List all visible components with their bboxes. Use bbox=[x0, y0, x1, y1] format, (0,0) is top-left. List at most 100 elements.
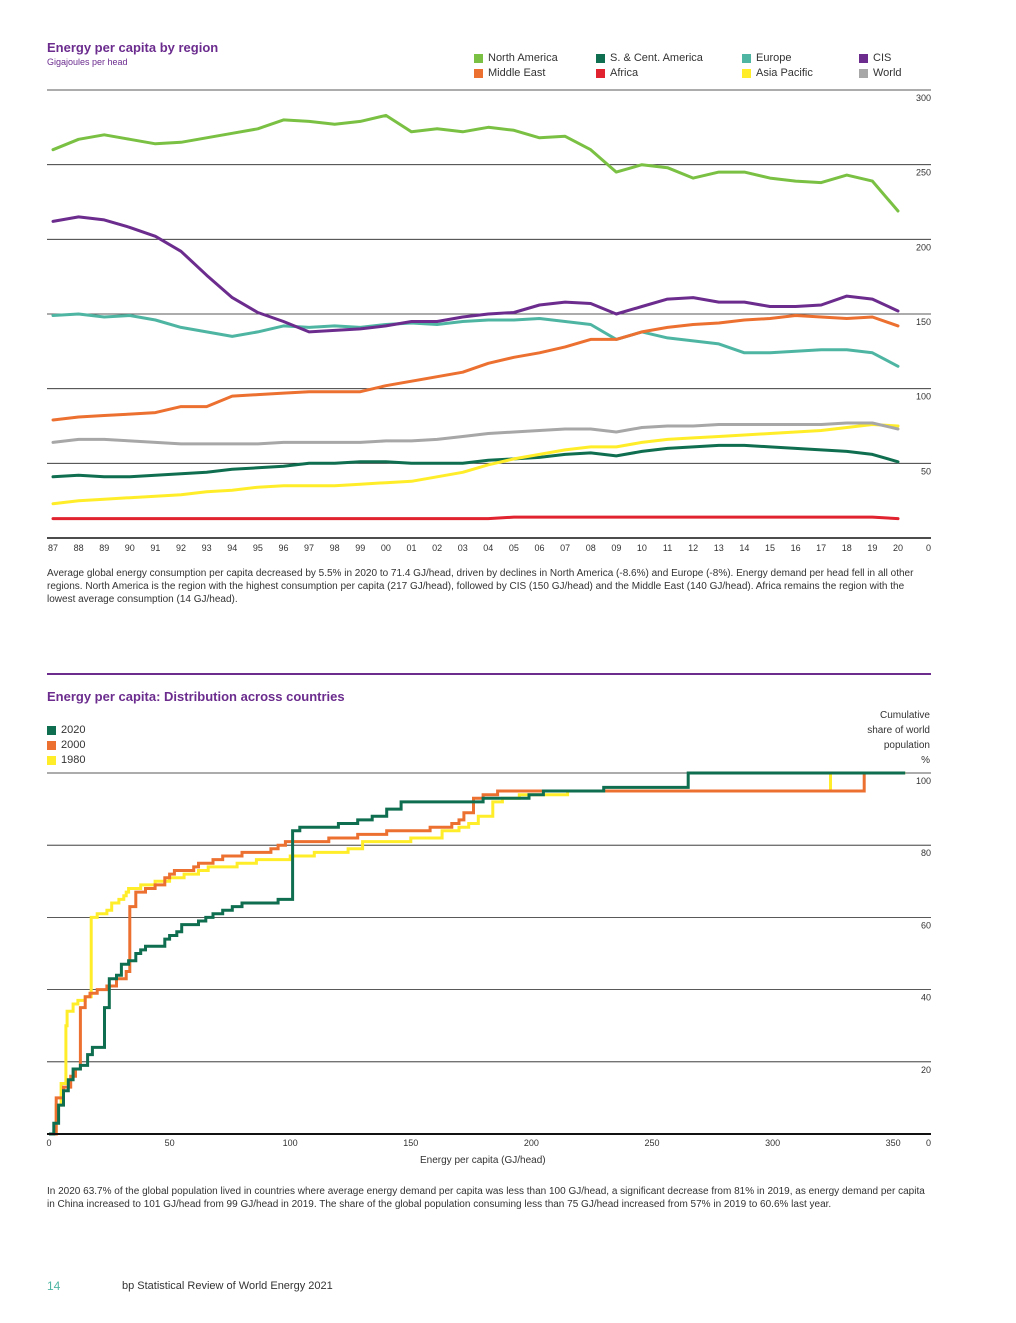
chart1-subtitle: Gigajoules per head bbox=[47, 57, 128, 67]
x-tick-label: 95 bbox=[253, 543, 263, 553]
legend-swatch bbox=[859, 53, 868, 63]
series-line-1980 bbox=[49, 771, 906, 1136]
legend-item-world: World bbox=[859, 67, 902, 79]
y-tick-label: 40 bbox=[921, 993, 931, 1003]
x-tick-label: 91 bbox=[150, 543, 160, 553]
legend-item-1980: 1980 bbox=[47, 754, 85, 766]
legend-swatch bbox=[474, 53, 483, 63]
series-line-2000 bbox=[49, 773, 866, 1136]
legend-item-s-cent-america: S. & Cent. America bbox=[596, 52, 703, 64]
series-line-north-america bbox=[51, 113, 900, 213]
y-tick-label: 250 bbox=[916, 168, 931, 178]
legend-swatch bbox=[47, 740, 56, 750]
x-tick-label: 96 bbox=[278, 543, 288, 553]
section-divider bbox=[47, 673, 931, 675]
y-tick-label: 20 bbox=[921, 1065, 931, 1075]
legend-swatch bbox=[742, 53, 751, 63]
x-tick-label: 20 bbox=[893, 543, 903, 553]
x-tick-label: 09 bbox=[611, 543, 621, 553]
chart2-xlabel: Energy per capita (GJ/head) bbox=[420, 1155, 546, 1166]
x-tick-label: 90 bbox=[125, 543, 135, 553]
x-tick-label: 18 bbox=[842, 543, 852, 553]
x-tick-label: 300 bbox=[765, 1138, 780, 1148]
x-tick-label: 350 bbox=[886, 1138, 901, 1148]
legend-item-cis: CIS bbox=[859, 52, 891, 64]
x-tick-label: 15 bbox=[765, 543, 775, 553]
page-number: 14 bbox=[47, 1279, 61, 1293]
x-tick-label: 02 bbox=[432, 543, 442, 553]
x-tick-label: 93 bbox=[202, 543, 212, 553]
x-tick-label: 05 bbox=[509, 543, 519, 553]
x-tick-label: 03 bbox=[458, 543, 468, 553]
x-tick-label: 00 bbox=[381, 543, 391, 553]
x-tick-label: 01 bbox=[406, 543, 416, 553]
x-tick-label: 150 bbox=[403, 1138, 418, 1148]
series-line-africa bbox=[51, 515, 900, 521]
y-tick-label: 50 bbox=[921, 466, 931, 476]
legend-swatch bbox=[742, 68, 751, 78]
series-line-world bbox=[51, 421, 900, 446]
x-tick-label: 92 bbox=[176, 543, 186, 553]
x-tick-label: 200 bbox=[524, 1138, 539, 1148]
y-tick-label: 100 bbox=[916, 776, 931, 786]
chart2-ylabel: Cumulative share of world population % bbox=[867, 710, 930, 766]
x-tick-label: 99 bbox=[355, 543, 365, 553]
x-tick-label: 87 bbox=[48, 543, 58, 553]
x-tick-label: 88 bbox=[74, 543, 84, 553]
x-tick-label: 97 bbox=[304, 543, 314, 553]
legend-swatch bbox=[47, 755, 56, 765]
x-tick-label: 16 bbox=[791, 543, 801, 553]
y-tick-label: 0 bbox=[926, 1138, 931, 1148]
x-tick-label: 19 bbox=[867, 543, 877, 553]
x-tick-label: 14 bbox=[739, 543, 749, 553]
series-line-2020 bbox=[49, 771, 906, 1136]
legend-item-2000: 2000 bbox=[47, 739, 85, 751]
x-tick-label: 11 bbox=[663, 543, 672, 553]
series-line-cis bbox=[51, 215, 900, 334]
series-line-europe bbox=[51, 312, 900, 368]
legend-item-africa: Africa bbox=[596, 67, 638, 79]
y-tick-label: 100 bbox=[916, 392, 931, 402]
legend-swatch bbox=[859, 68, 868, 78]
chart2-caption: In 2020 63.7% of the global population l… bbox=[47, 1186, 925, 1210]
x-tick-label: 08 bbox=[586, 543, 596, 553]
x-tick-label: 98 bbox=[330, 543, 340, 553]
chart2-plot: 20 40 60 80 100 0 0 50 100 150 200 250 300 350 bbox=[46, 771, 931, 1148]
x-tick-label: 250 bbox=[644, 1138, 659, 1148]
legend-item-asia-pacific: Asia Pacific bbox=[742, 67, 813, 79]
chart2-title: Energy per capita: Distribution across c… bbox=[47, 689, 345, 704]
x-tick-label: 17 bbox=[816, 543, 826, 553]
legend-item-north-america: North America bbox=[474, 52, 558, 64]
series-line-asia-pacific bbox=[51, 423, 900, 506]
y-tick-label: 0 bbox=[926, 543, 931, 553]
legend-swatch bbox=[596, 53, 605, 63]
series-line-middle-east bbox=[51, 314, 900, 422]
x-tick-label: 94 bbox=[227, 543, 237, 553]
x-tick-label: 04 bbox=[483, 543, 493, 553]
x-tick-label: 12 bbox=[688, 543, 698, 553]
legend-swatch bbox=[596, 68, 605, 78]
y-tick-label: 300 bbox=[916, 93, 931, 103]
x-tick-label: 07 bbox=[560, 543, 570, 553]
legend-item-middle-east: Middle East bbox=[474, 67, 545, 79]
x-tick-label: 13 bbox=[714, 543, 724, 553]
chart1-caption: Average global energy consumption per ca… bbox=[47, 568, 914, 605]
x-tick-label: 89 bbox=[99, 543, 109, 553]
x-tick-label: 50 bbox=[165, 1138, 175, 1148]
y-tick-label: 150 bbox=[916, 317, 931, 327]
x-tick-label: 100 bbox=[283, 1138, 298, 1148]
legend-swatch bbox=[47, 725, 56, 735]
x-tick-label: 10 bbox=[637, 543, 647, 553]
legend-swatch bbox=[474, 68, 483, 78]
y-tick-label: 60 bbox=[921, 920, 931, 930]
legend-item-europe: Europe bbox=[742, 52, 791, 64]
series-line-s-cent-america bbox=[51, 443, 900, 479]
chart1-title: Energy per capita by region bbox=[47, 40, 219, 55]
publication-title: bp Statistical Review of World Energy 20… bbox=[122, 1280, 333, 1292]
x-tick-label: 0 bbox=[46, 1138, 51, 1148]
legend-item-2020: 2020 bbox=[47, 724, 85, 736]
y-tick-label: 80 bbox=[921, 848, 931, 858]
y-tick-label: 200 bbox=[916, 242, 931, 252]
x-tick-label: 06 bbox=[535, 543, 545, 553]
